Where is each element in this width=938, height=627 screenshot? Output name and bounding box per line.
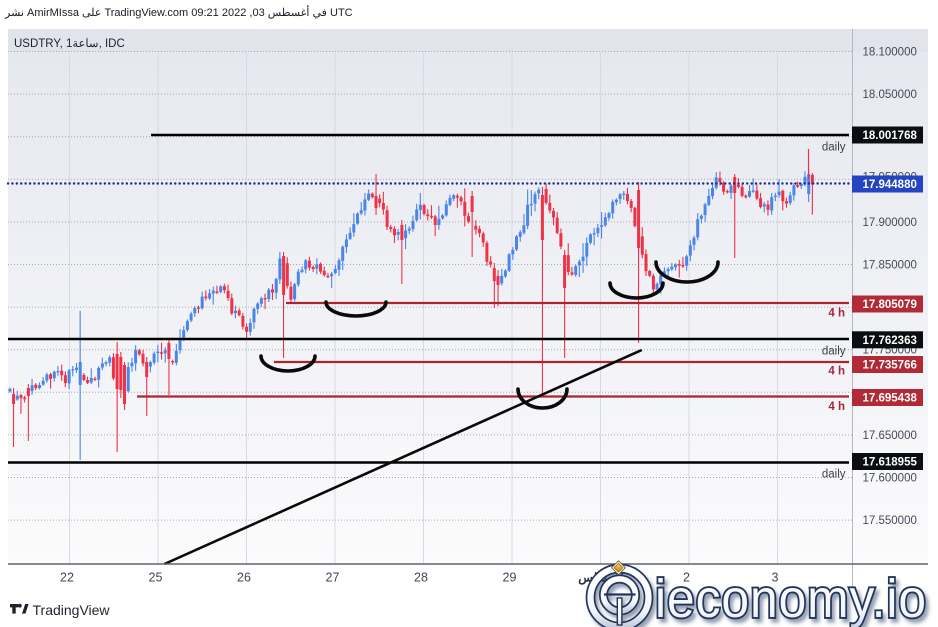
svg-text:daily: daily	[822, 469, 846, 481]
svg-text:17.762363: 17.762363	[863, 335, 917, 347]
svg-text:27: 27	[326, 571, 340, 585]
svg-text:17.695438: 17.695438	[863, 393, 918, 405]
svg-text:22: 22	[60, 571, 74, 585]
svg-text:4 h: 4 h	[828, 401, 845, 413]
svg-text:daily: daily	[822, 346, 846, 358]
svg-text:18.050000: 18.050000	[863, 89, 917, 101]
svg-text:18.100000: 18.100000	[863, 47, 917, 59]
svg-text:2: 2	[683, 571, 690, 585]
svg-text:29: 29	[503, 571, 517, 585]
svg-text:17.600000: 17.600000	[863, 473, 917, 485]
svg-text:18.001768: 18.001768	[863, 130, 918, 142]
svg-text:17.850000: 17.850000	[863, 260, 917, 272]
svg-text:17.550000: 17.550000	[863, 515, 917, 527]
svg-text:17.618955: 17.618955	[863, 457, 918, 469]
svg-text:4 h: 4 h	[828, 366, 845, 378]
svg-text:17.900000: 17.900000	[863, 217, 917, 229]
svg-text:26: 26	[237, 571, 251, 585]
svg-text:17.735766: 17.735766	[863, 360, 917, 372]
svg-text:ieconomy.io: ieconomy.io	[655, 569, 927, 627]
svg-text:17.650000: 17.650000	[863, 430, 917, 442]
svg-text:4 h: 4 h	[828, 308, 845, 320]
svg-text:28: 28	[414, 571, 428, 585]
svg-text:3: 3	[772, 571, 779, 585]
svg-text:25: 25	[149, 571, 163, 585]
svg-text:17.805079: 17.805079	[863, 299, 917, 311]
svg-text:17.944880: 17.944880	[863, 179, 917, 191]
svg-text:TradingView: TradingView	[33, 602, 111, 618]
svg-text:daily: daily	[822, 142, 846, 154]
